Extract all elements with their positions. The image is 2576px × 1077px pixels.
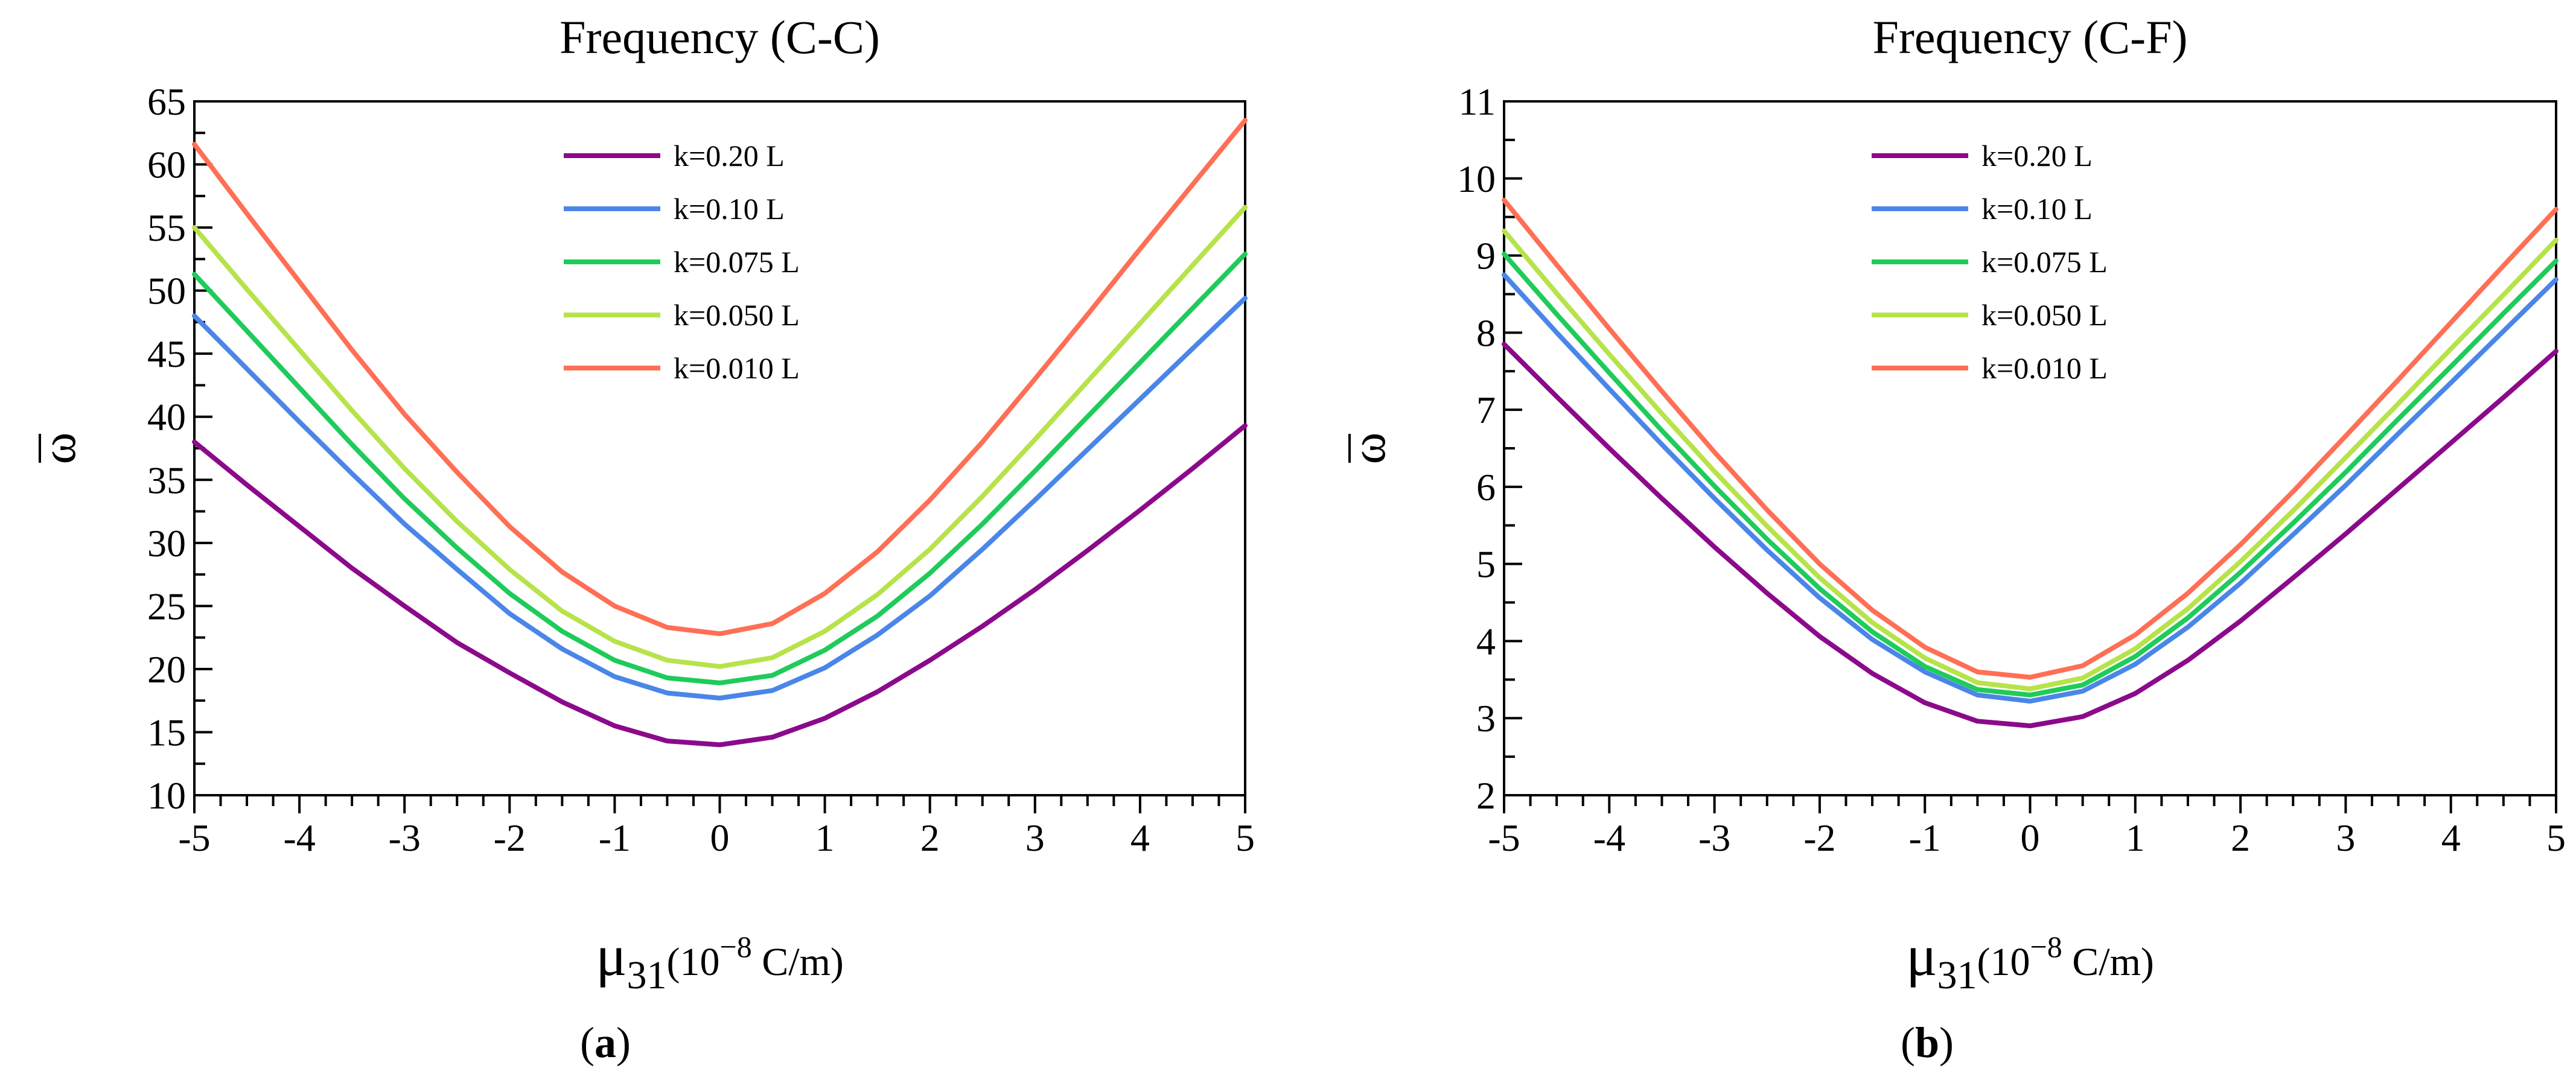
y-tick-label: 8 bbox=[1476, 311, 1496, 354]
y-tick-label: 60 bbox=[147, 144, 186, 186]
y-tick-label: 20 bbox=[147, 648, 186, 691]
x-tick-label: 3 bbox=[2336, 816, 2355, 859]
legend-label-1: k=0.10 L bbox=[1981, 192, 2093, 226]
x-tick-label: -2 bbox=[1803, 816, 1835, 859]
y-tick-label: 5 bbox=[1476, 543, 1496, 586]
x-tick-label: 2 bbox=[920, 816, 940, 859]
x-tick-label: 2 bbox=[2231, 816, 2250, 859]
y-tick-label: 55 bbox=[147, 206, 186, 249]
x-tick-label: 1 bbox=[2126, 816, 2145, 859]
y-tick-label: 35 bbox=[147, 459, 186, 501]
y-tick-label: 45 bbox=[147, 332, 186, 375]
x-tick-label: 0 bbox=[710, 816, 730, 859]
series-line-4 bbox=[192, 118, 1248, 637]
legend-label-0: k=0.20 L bbox=[1981, 139, 2093, 173]
x-tick-label: -3 bbox=[389, 816, 421, 859]
y-tick-label: 9 bbox=[1476, 235, 1496, 278]
x-axis-label: μ31(10−8 C/m) bbox=[1906, 923, 2154, 997]
y-tick-label: 11 bbox=[1458, 80, 1496, 123]
x-tick-label: 0 bbox=[2021, 816, 2040, 859]
y-tick-label: 3 bbox=[1476, 697, 1496, 740]
x-tick-label: 5 bbox=[2546, 816, 2566, 859]
chart-panel-b: Frequency (C-F) 2 3 4 5 6 7 8 9 10 11 -5 -4 -3 -2 -1 0 1 2… bbox=[1342, 11, 2566, 997]
series-line-0 bbox=[192, 423, 1248, 748]
y-tick-label: 25 bbox=[147, 585, 186, 627]
x-tick-label: 1 bbox=[815, 816, 835, 859]
chart-title: Frequency (C-C) bbox=[560, 11, 880, 63]
series-line-0 bbox=[1502, 342, 2558, 728]
x-tick-label: -1 bbox=[1909, 816, 1941, 859]
x-tick-label: -3 bbox=[1698, 816, 1730, 859]
y-tick-label: 50 bbox=[147, 270, 186, 313]
legend-label-2: k=0.075 L bbox=[1981, 245, 2108, 279]
y-axis-label: ω bbox=[33, 433, 86, 465]
y-tick-label: 30 bbox=[147, 522, 186, 565]
y-tick-label: 65 bbox=[147, 80, 186, 123]
panel-label-a: (a) bbox=[580, 1018, 631, 1067]
legend-label-3: k=0.050 L bbox=[1981, 298, 2108, 332]
series-line-4 bbox=[1502, 197, 2558, 680]
series-line-3 bbox=[192, 205, 1248, 669]
x-tick-label: -2 bbox=[494, 816, 526, 859]
x-tick-label: -5 bbox=[178, 816, 210, 859]
x-tick-label: -5 bbox=[1488, 816, 1520, 859]
y-tick-label: 4 bbox=[1476, 620, 1496, 662]
x-axis-label: μ31(10−8 C/m) bbox=[596, 923, 844, 997]
y-axis-label: ω bbox=[1342, 433, 1395, 465]
legend-label-3: k=0.050 L bbox=[674, 298, 800, 332]
x-tick-label: 4 bbox=[1130, 816, 1150, 859]
legend-label-1: k=0.10 L bbox=[674, 192, 785, 226]
series-line-1 bbox=[192, 296, 1248, 701]
chart-panel-a: Frequency (C-C)101520253035404550556065-… bbox=[33, 11, 1255, 997]
series-line-2 bbox=[1502, 252, 2558, 697]
series-line-2 bbox=[192, 252, 1248, 685]
x-tick-label: -4 bbox=[283, 816, 315, 859]
legend-label-4: k=0.010 L bbox=[674, 351, 800, 385]
legend-label-0: k=0.20 L bbox=[674, 139, 785, 173]
chart-title: Frequency (C-F) bbox=[1872, 11, 2187, 63]
y-tick-label: 2 bbox=[1476, 774, 1496, 817]
y-tick-label: 10 bbox=[1457, 157, 1496, 200]
x-tick-label: 5 bbox=[1235, 816, 1255, 859]
x-tick-label: 4 bbox=[2441, 816, 2461, 859]
panel-label-b: (b) bbox=[1901, 1018, 1954, 1067]
y-tick-label: 7 bbox=[1476, 389, 1496, 431]
y-tick-label: 15 bbox=[147, 711, 186, 754]
legend-label-2: k=0.075 L bbox=[674, 245, 800, 279]
series-line-3 bbox=[1502, 228, 2558, 691]
x-tick-label: -4 bbox=[1593, 816, 1625, 859]
y-tick-label: 40 bbox=[147, 396, 186, 439]
legend-label-4: k=0.010 L bbox=[1981, 351, 2108, 385]
y-tick-label: 10 bbox=[147, 774, 186, 817]
series-line-1 bbox=[1502, 272, 2558, 704]
y-tick-label: 6 bbox=[1476, 466, 1496, 509]
x-tick-label: -1 bbox=[599, 816, 631, 859]
x-tick-label: 3 bbox=[1025, 816, 1045, 859]
